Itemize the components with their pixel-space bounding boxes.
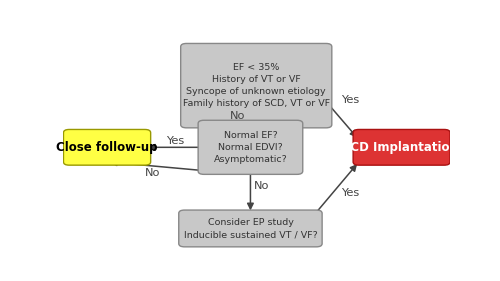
Text: Close follow-up: Close follow-up [56, 141, 158, 154]
Text: No: No [230, 111, 246, 121]
FancyBboxPatch shape [198, 120, 303, 174]
Text: Yes: Yes [341, 95, 359, 105]
Text: ICD Implantation: ICD Implantation [346, 141, 458, 154]
Text: No: No [254, 181, 270, 191]
Text: Yes: Yes [341, 188, 359, 198]
FancyBboxPatch shape [353, 130, 450, 165]
FancyBboxPatch shape [180, 44, 332, 128]
FancyBboxPatch shape [178, 210, 322, 247]
Text: Consider EP study
Inducible sustained VT / VF?: Consider EP study Inducible sustained VT… [184, 218, 318, 239]
Text: Normal EF?
Normal EDVI?
Asymptomatic?: Normal EF? Normal EDVI? Asymptomatic? [214, 131, 288, 164]
Text: No: No [144, 168, 160, 178]
Text: Yes: Yes [166, 137, 184, 146]
FancyBboxPatch shape [64, 130, 150, 165]
Text: EF < 35%
History of VT or VF
Syncope of unknown etiology
Family history of SCD, : EF < 35% History of VT or VF Syncope of … [182, 63, 330, 108]
